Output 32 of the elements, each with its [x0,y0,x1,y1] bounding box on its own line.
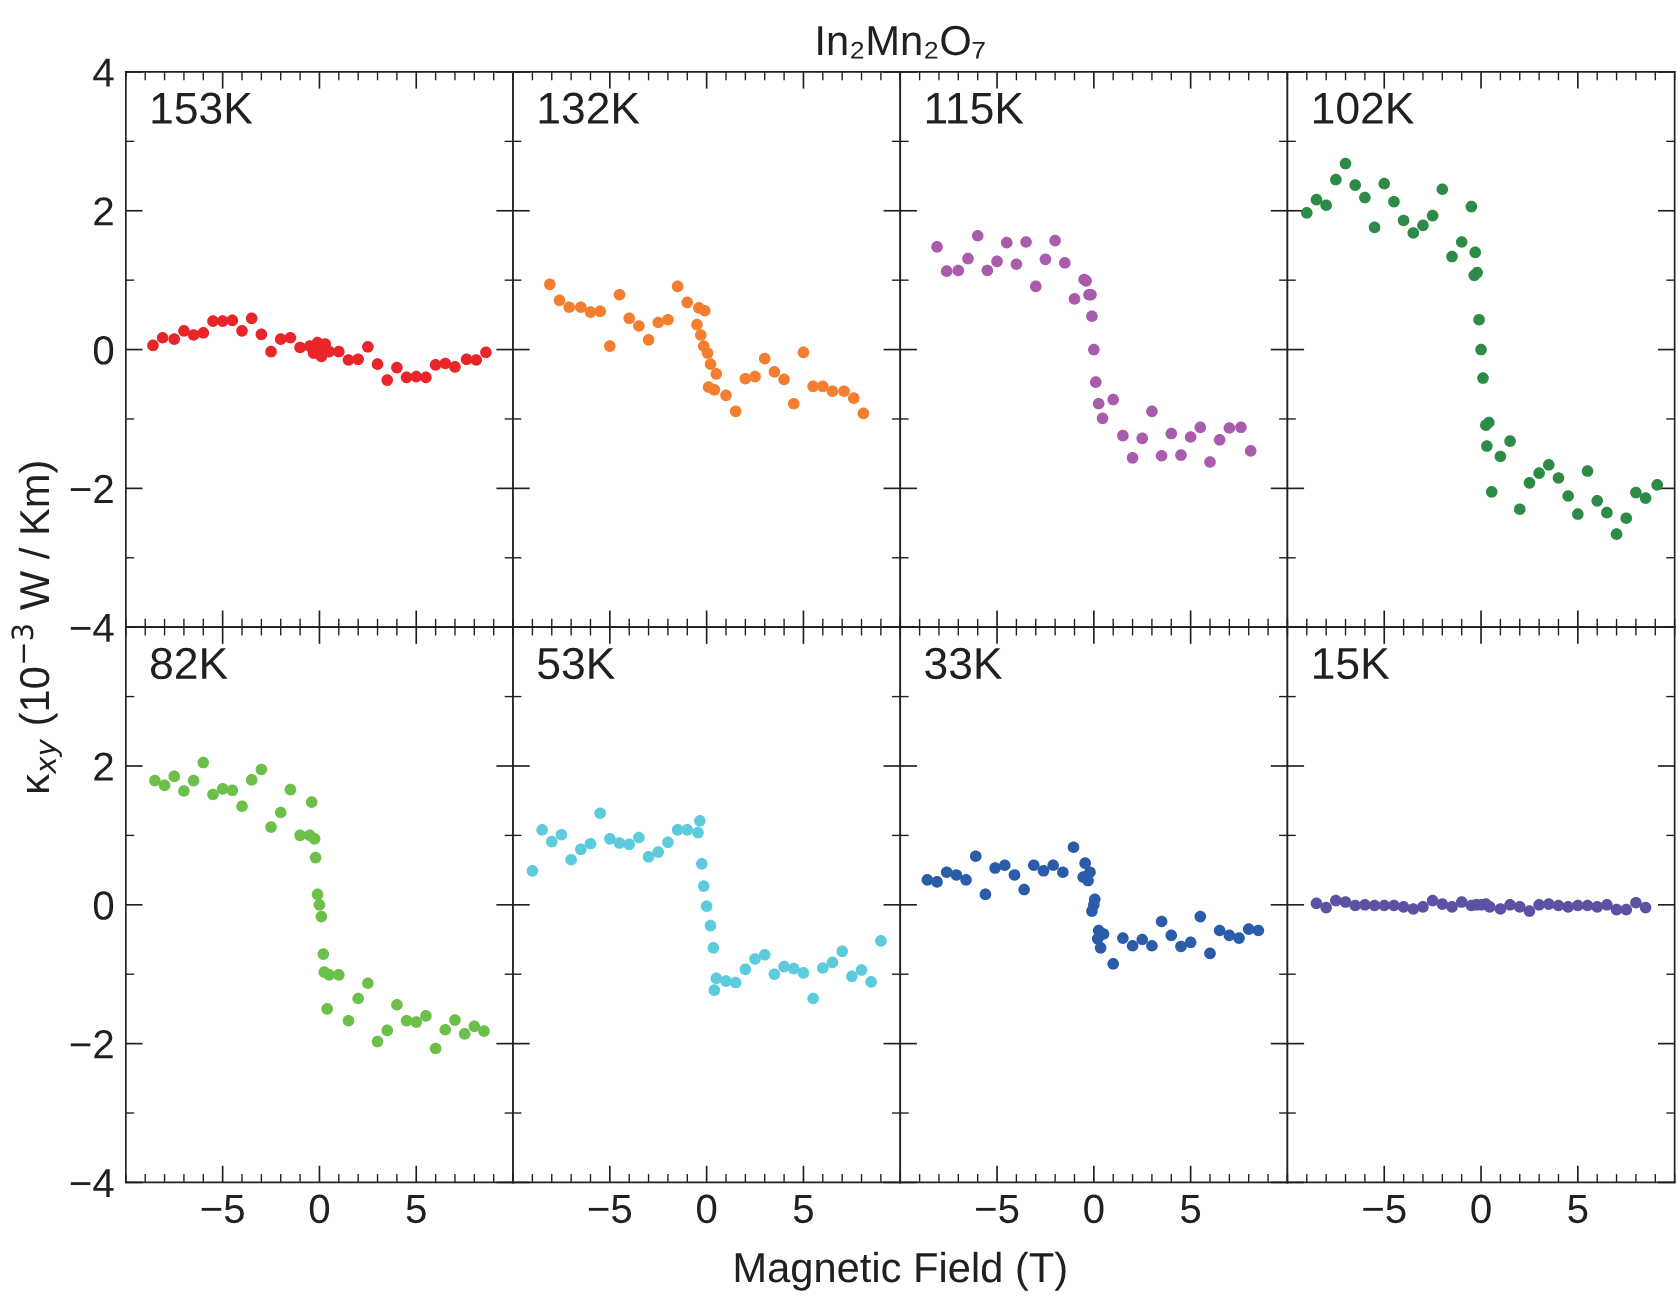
x-tick-label: 0 [1084,1194,1104,1224]
x-tick-label: −5 [1363,1195,1406,1224]
y-tick-label: −4 [70,1169,114,1198]
y-tick-label: 4 [93,58,114,87]
x-tick-label: −5 [588,1195,632,1224]
annotation: 53K [538,647,615,680]
y-tick-label: −4 [70,614,114,642]
y-tick-label: 0 [93,891,114,920]
y-tick-label: 2 [94,752,113,781]
x-tick-label: 0 [697,1194,717,1224]
x-tick-label: 5 [406,1195,426,1224]
x-tick-label: −5 [976,1195,1019,1224]
annotation: 132K [539,92,640,125]
x-tick-label: 0 [1471,1194,1491,1224]
x-tick-label: 5 [793,1195,813,1224]
y-axis-title: κ$_{xy}$ (10$^{−3}$ W / Km) [11,462,62,793]
annotation: 82K [151,647,228,680]
x-axis-title: Magnetic Field (T) [735,1251,1066,1291]
y-tick-label: 0 [93,336,114,365]
x-tick-label: 5 [1181,1195,1201,1224]
y-tick-label: −2 [70,474,113,503]
annotation: 153K [152,92,253,125]
y-tick-label: 2 [94,197,113,226]
annotation: 33K [925,647,1003,680]
y-tick-label: −2 [70,1030,113,1059]
chart-title: In₂Mn₂O₇ [818,25,985,59]
x-tick-label: −5 [201,1195,244,1224]
x-tick-label: 0 [309,1194,330,1224]
x-tick-label: 5 [1568,1195,1588,1224]
annotation: 115K [926,93,1024,125]
annotation: 102K [1314,92,1414,125]
annotation: 15K [1314,648,1390,680]
